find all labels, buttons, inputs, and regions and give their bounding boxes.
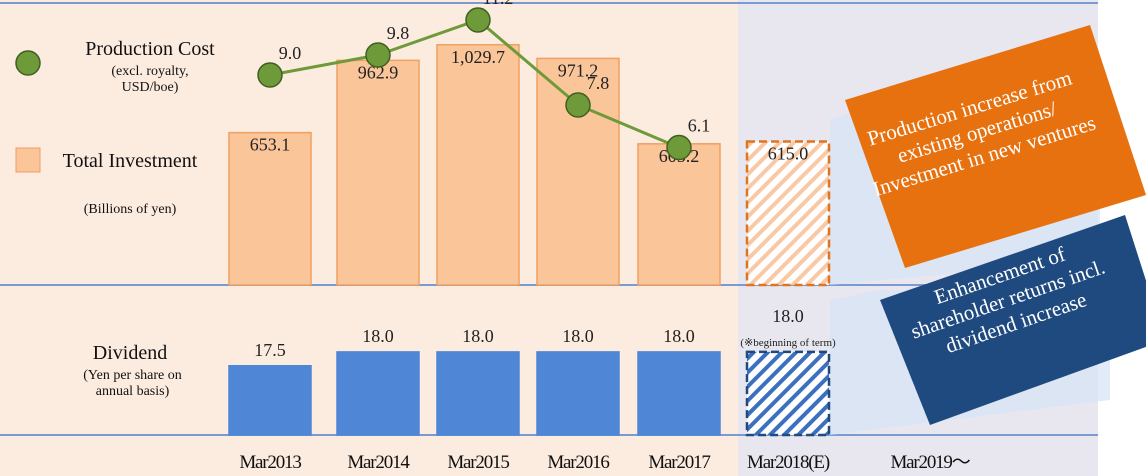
legend-label: Dividend bbox=[92, 342, 168, 364]
data-label: 653.1 bbox=[250, 135, 291, 155]
x-tick-label: Mar2017 bbox=[648, 452, 710, 473]
data-label: 18.0 bbox=[663, 326, 695, 346]
data-label: 7.8 bbox=[587, 73, 610, 93]
point bbox=[565, 92, 591, 118]
bar bbox=[336, 59, 420, 286]
data-label: 1,029.7 bbox=[451, 47, 505, 67]
point bbox=[365, 42, 391, 68]
x-tick-label: Mar2018(E) bbox=[747, 452, 830, 473]
bar bbox=[745, 140, 831, 287]
legend-marker bbox=[15, 50, 41, 76]
bar bbox=[745, 350, 831, 437]
data-label: 18.0 bbox=[362, 326, 394, 346]
data-label: 17.5 bbox=[254, 340, 286, 360]
data-label: 962.9 bbox=[358, 62, 399, 82]
legend-label: Total Investment bbox=[62, 150, 198, 172]
bar bbox=[336, 351, 420, 436]
data-label: 11.2 bbox=[483, 0, 514, 8]
bar bbox=[637, 351, 721, 436]
bar bbox=[637, 143, 721, 286]
bar bbox=[436, 351, 520, 436]
data-label: 18.0 bbox=[562, 326, 594, 346]
data-label: 971.2 bbox=[558, 60, 599, 80]
bar bbox=[436, 44, 520, 286]
bar bbox=[536, 351, 620, 436]
legend-sublabel: (Billions of yen) bbox=[83, 202, 177, 217]
legend-sublabel: (excl. royalty, USD/boe) bbox=[111, 64, 189, 95]
x-tick-label: Mar2019〜 bbox=[890, 452, 970, 473]
annotation: (※beginning of term) bbox=[740, 337, 836, 349]
x-tick-label: Mar2013 bbox=[239, 452, 301, 473]
legend-label: Production Cost bbox=[85, 38, 215, 60]
callout-box bbox=[880, 215, 1146, 425]
x-tick-label: Mar2015 bbox=[447, 452, 509, 473]
x-tick-label: Mar2014 bbox=[347, 452, 410, 473]
bar bbox=[228, 365, 312, 436]
data-label: 18.0 bbox=[462, 326, 494, 346]
legend-sublabel: (Yen per share on annual basis) bbox=[83, 368, 182, 399]
data-label: 18.0 bbox=[772, 306, 804, 326]
point bbox=[465, 7, 491, 33]
x-tick-label: Mar2016 bbox=[547, 452, 609, 473]
bar bbox=[228, 131, 312, 286]
data-label: 9.8 bbox=[387, 23, 410, 43]
point bbox=[666, 134, 692, 161]
point bbox=[257, 62, 283, 88]
data-label: 6.1 bbox=[688, 116, 711, 136]
legend-marker bbox=[15, 147, 41, 173]
data-label: 615.0 bbox=[768, 144, 809, 164]
data-label: 9.0 bbox=[279, 43, 302, 63]
callout-box bbox=[845, 25, 1146, 268]
